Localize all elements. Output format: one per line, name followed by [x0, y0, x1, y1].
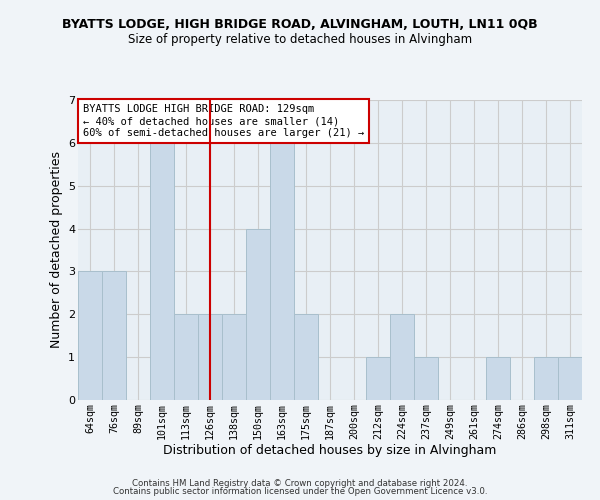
Bar	[198, 314, 222, 400]
Bar	[390, 314, 414, 400]
Bar	[270, 143, 294, 400]
Bar	[558, 357, 582, 400]
Text: BYATTS LODGE HIGH BRIDGE ROAD: 129sqm
← 40% of detached houses are smaller (14)
: BYATTS LODGE HIGH BRIDGE ROAD: 129sqm ← …	[83, 104, 364, 138]
Bar	[102, 272, 126, 400]
Text: BYATTS LODGE, HIGH BRIDGE ROAD, ALVINGHAM, LOUTH, LN11 0QB: BYATTS LODGE, HIGH BRIDGE ROAD, ALVINGHA…	[62, 18, 538, 30]
Bar	[150, 143, 174, 400]
Bar	[486, 357, 510, 400]
Bar	[174, 314, 198, 400]
Bar	[294, 314, 318, 400]
Bar	[414, 357, 438, 400]
Bar	[366, 357, 390, 400]
Bar	[78, 272, 102, 400]
Text: Contains HM Land Registry data © Crown copyright and database right 2024.: Contains HM Land Registry data © Crown c…	[132, 478, 468, 488]
Text: Size of property relative to detached houses in Alvingham: Size of property relative to detached ho…	[128, 32, 472, 46]
Bar	[222, 314, 246, 400]
Bar	[534, 357, 558, 400]
Bar	[246, 228, 270, 400]
Text: Contains public sector information licensed under the Open Government Licence v3: Contains public sector information licen…	[113, 487, 487, 496]
X-axis label: Distribution of detached houses by size in Alvingham: Distribution of detached houses by size …	[163, 444, 497, 458]
Y-axis label: Number of detached properties: Number of detached properties	[50, 152, 62, 348]
